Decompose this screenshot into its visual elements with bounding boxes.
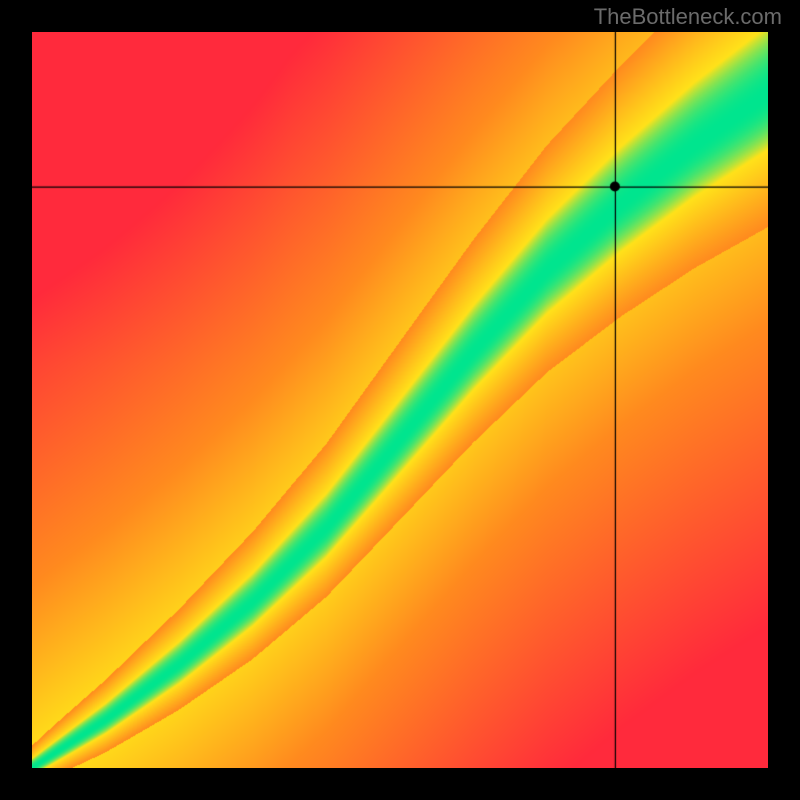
heatmap-canvas (32, 32, 768, 768)
watermark-text: TheBottleneck.com (594, 4, 782, 30)
